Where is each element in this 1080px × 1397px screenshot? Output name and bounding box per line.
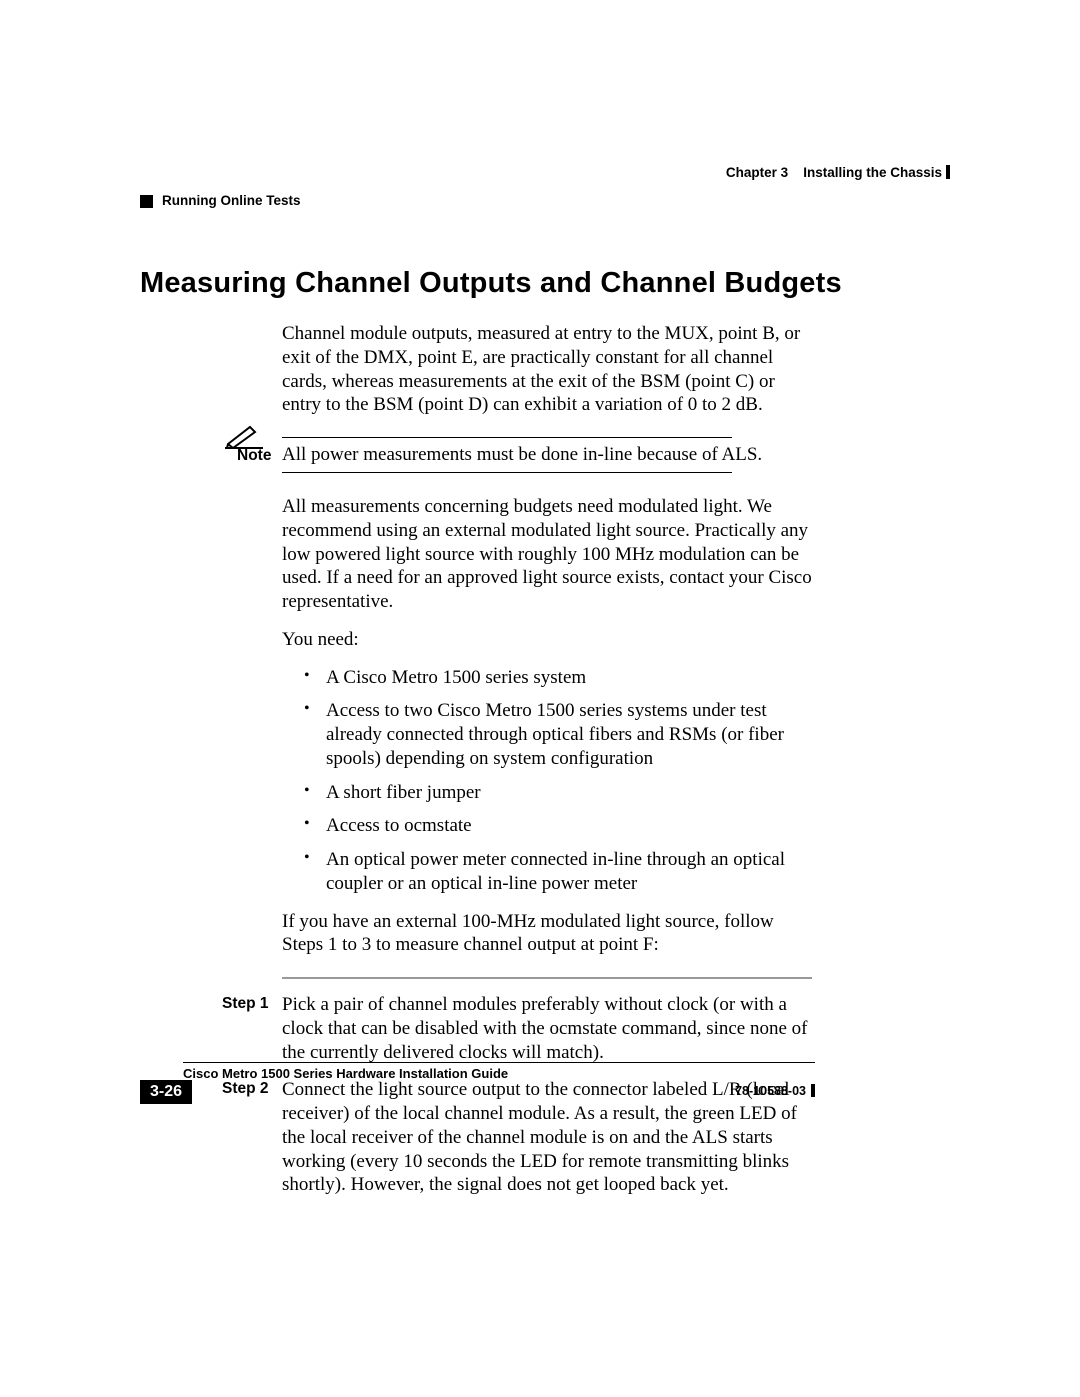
page-content: Chapter 3 Installing the Chassis Running… (140, 165, 950, 1211)
header-bar-icon (946, 165, 950, 179)
chapter-title: Installing the Chassis (803, 165, 942, 180)
body-column: Channel module outputs, measured at entr… (282, 322, 812, 417)
running-header-left: Running Online Tests (140, 193, 950, 213)
section-title: Measuring Channel Outputs and Channel Bu… (140, 267, 950, 300)
list-item: An optical power meter connected in-line… (304, 848, 812, 896)
list-item: Access to two Cisco Metro 1500 series sy… (304, 699, 812, 770)
chapter-header: Chapter 3 Installing the Chassis (726, 165, 950, 180)
step-label: Step 1 (222, 993, 282, 1064)
footer-guide-title: Cisco Metro 1500 Series Hardware Install… (183, 1066, 815, 1081)
step-text: Connect the light source output to the c… (282, 1078, 812, 1197)
step-text: Pick a pair of channel modules preferabl… (282, 993, 812, 1064)
page-number: 3-26 (140, 1080, 192, 1104)
paragraph-2: All measurements concerning budgets need… (282, 495, 812, 614)
running-header-right: Chapter 3 Installing the Chassis (140, 165, 950, 189)
footer-rule (183, 1062, 815, 1063)
chapter-label: Chapter 3 (726, 165, 788, 180)
steps-rule (282, 977, 812, 979)
step-label: Step 2 (222, 1078, 282, 1197)
intro-paragraph: Channel module outputs, measured at entr… (282, 322, 812, 417)
note-rule-top (282, 437, 732, 438)
list-item: A short fiber jumper (304, 781, 812, 805)
header-square-icon (140, 195, 153, 208)
bullet-list: A Cisco Metro 1500 series system Access … (304, 666, 812, 896)
doc-number-text: 78-10588-03 (735, 1084, 806, 1098)
paragraph-3: If you have an external 100-MHz modulate… (282, 910, 812, 958)
body-column-2: All measurements concerning budgets need… (282, 495, 812, 957)
footer-bar-icon (811, 1084, 815, 1097)
step-row: Step 2 Connect the light source output t… (222, 1078, 812, 1197)
note-rule-bottom (282, 472, 732, 473)
note-text: All power measurements must be done in-l… (282, 444, 762, 466)
section-running-head: Running Online Tests (162, 193, 301, 208)
page-footer: Cisco Metro 1500 Series Hardware Install… (140, 1062, 815, 1081)
note-line: Note All power measurements must be done… (237, 444, 815, 466)
footer-doc-number: 78-10588-03 (735, 1084, 815, 1098)
step-row: Step 1 Pick a pair of channel modules pr… (222, 993, 812, 1064)
list-item: A Cisco Metro 1500 series system (304, 666, 812, 690)
you-need-label: You need: (282, 628, 812, 652)
note-block: Note All power measurements must be done… (225, 437, 815, 473)
pencil-icon (225, 423, 263, 454)
list-item: Access to ocmstate (304, 814, 812, 838)
